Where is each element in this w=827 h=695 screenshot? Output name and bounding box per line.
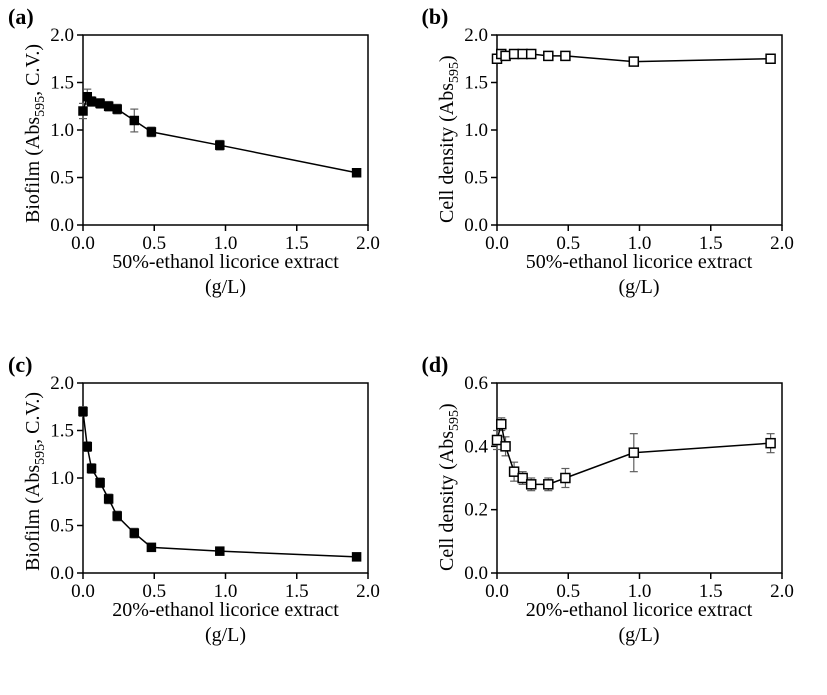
data-marker (353, 552, 361, 560)
x-tick-label: 0.0 (485, 581, 509, 602)
data-marker (501, 441, 510, 450)
x-tick-label: 1.0 (214, 233, 238, 254)
panel-d: (d)Cell density (Abs595)20%-ethanol lico… (414, 348, 827, 695)
y-tick-label: 2.0 (464, 25, 488, 46)
data-marker (509, 50, 518, 59)
x-tick-label: 0.0 (71, 233, 95, 254)
x-tick-label: 2.0 (356, 581, 380, 602)
plot-a: 0.0 0.5 1.0 1.5 2.0 0.0 0.5 1.0 1.5 2.0 (28, 20, 388, 280)
data-marker (216, 141, 224, 149)
data-marker (83, 442, 91, 450)
data-marker (629, 57, 638, 66)
series-line (83, 97, 357, 173)
y-tick-label: 0.0 (50, 215, 74, 236)
data-marker (147, 543, 155, 551)
data-marker (88, 464, 96, 472)
y-tick-label: 0.5 (464, 168, 488, 189)
x-tick-label: 1.5 (285, 581, 309, 602)
data-marker (353, 169, 361, 177)
y-tick-label: 1.5 (50, 420, 74, 441)
plot-c: 0.0 0.5 1.0 1.5 2.0 0.0 0.5 1.0 1.5 2.0 (28, 368, 388, 628)
data-marker (543, 479, 552, 488)
x-tick-label: 0.0 (485, 233, 509, 254)
panel-a: (a)Biofilm (Abs595, C.V.)50%-ethanol lic… (0, 0, 414, 348)
x-tick-label: 0.5 (556, 581, 580, 602)
data-marker (79, 107, 87, 115)
data-marker (629, 448, 638, 457)
data-marker (105, 494, 113, 502)
data-marker (130, 117, 138, 125)
data-marker (113, 105, 121, 113)
x-tick-label: 1.5 (698, 581, 722, 602)
data-marker (79, 407, 87, 415)
x-tick-label: 0.5 (142, 581, 166, 602)
x-tick-label: 2.0 (770, 233, 794, 254)
data-marker (766, 438, 775, 447)
data-marker (560, 473, 569, 482)
plot-b: 0.0 0.5 1.0 1.5 2.0 0.0 0.5 1.0 1.5 2.0 (442, 20, 802, 280)
x-tick-label: 1.5 (698, 233, 722, 254)
x-tick-label: 1.5 (285, 233, 309, 254)
data-marker (96, 99, 104, 107)
data-marker (509, 467, 518, 476)
data-marker (526, 479, 535, 488)
y-tick-label: 0.0 (464, 215, 488, 236)
x-tick-label: 0.5 (142, 233, 166, 254)
y-tick-label: 1.0 (464, 120, 488, 141)
data-marker (496, 419, 505, 428)
x-tick-label: 2.0 (770, 581, 794, 602)
x-tick-label: 0.5 (556, 233, 580, 254)
x-tick-label: 2.0 (356, 233, 380, 254)
data-marker (492, 435, 501, 444)
figure-grid: (a)Biofilm (Abs595, C.V.)50%-ethanol lic… (0, 0, 827, 695)
y-tick-label: 2.0 (50, 373, 74, 394)
y-tick-label: 0.4 (464, 436, 488, 457)
data-marker (130, 529, 138, 537)
panel-c: (c)Biofilm (Abs595, C.V.)20%-ethanol lic… (0, 348, 414, 695)
data-marker (113, 512, 121, 520)
data-marker (526, 50, 535, 59)
y-tick-label: 0.0 (50, 563, 74, 584)
data-marker (105, 102, 113, 110)
y-tick-label: 1.0 (50, 468, 74, 489)
panel-b: (b)Cell density (Abs595)50%-ethanol lico… (414, 0, 827, 348)
data-marker (518, 50, 527, 59)
data-marker (216, 547, 224, 555)
x-tick-label: 1.0 (214, 581, 238, 602)
y-tick-label: 1.5 (464, 73, 488, 94)
x-tick-label: 1.0 (627, 233, 651, 254)
y-tick-label: 1.0 (50, 120, 74, 141)
x-tick-label: 1.0 (627, 581, 651, 602)
data-marker (96, 478, 104, 486)
x-tick-label: 0.0 (71, 581, 95, 602)
y-tick-label: 0.5 (50, 168, 74, 189)
series-line (83, 411, 357, 556)
data-marker (147, 128, 155, 136)
y-tick-label: 2.0 (50, 25, 74, 46)
data-marker (560, 51, 569, 60)
data-marker (543, 51, 552, 60)
data-marker (518, 473, 527, 482)
y-tick-label: 0.6 (464, 373, 488, 394)
y-tick-label: 0.5 (50, 515, 74, 536)
y-tick-label: 0.2 (464, 499, 488, 520)
y-tick-label: 0.0 (464, 563, 488, 584)
data-marker (766, 54, 775, 63)
y-tick-label: 1.5 (50, 73, 74, 94)
plot-d: 0.0 0.5 1.0 1.5 2.0 0.0 0.2 0.4 0.6 (442, 368, 802, 628)
data-marker (88, 98, 96, 106)
data-marker (501, 51, 510, 60)
